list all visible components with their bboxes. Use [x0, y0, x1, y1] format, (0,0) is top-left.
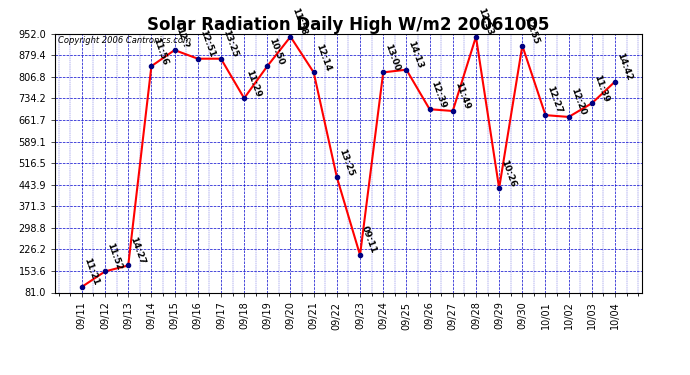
Text: 12:55: 12:55 — [522, 16, 540, 46]
Text: 14:42: 14:42 — [615, 51, 633, 82]
Text: 12:?: 12:? — [175, 27, 190, 50]
Text: 12:51: 12:51 — [198, 29, 216, 59]
Text: 11:52: 11:52 — [105, 242, 124, 272]
Text: Copyright 2006 Cantronics.com: Copyright 2006 Cantronics.com — [58, 36, 191, 45]
Text: 13:00: 13:00 — [383, 43, 402, 72]
Title: Solar Radiation Daily High W/m2 20061005: Solar Radiation Daily High W/m2 20061005 — [147, 16, 550, 34]
Text: 11:49: 11:49 — [453, 81, 471, 111]
Text: 11:39: 11:39 — [592, 73, 610, 103]
Text: 13:25: 13:25 — [337, 147, 355, 177]
Text: 12:20: 12:20 — [569, 87, 587, 117]
Text: 11:21: 11:21 — [82, 257, 100, 287]
Text: 14:27: 14:27 — [128, 235, 146, 266]
Text: 12:27: 12:27 — [546, 85, 564, 115]
Text: 11:29: 11:29 — [244, 68, 262, 98]
Text: 10:26: 10:26 — [499, 158, 518, 188]
Text: 12:53: 12:53 — [476, 7, 494, 37]
Text: 14:13: 14:13 — [406, 40, 424, 70]
Text: 13:25: 13:25 — [221, 29, 239, 59]
Text: 09:11: 09:11 — [360, 225, 378, 255]
Text: 11:58: 11:58 — [290, 7, 308, 37]
Text: 12:14: 12:14 — [314, 42, 332, 72]
Text: 10:50: 10:50 — [267, 36, 286, 66]
Text: 11:56: 11:56 — [151, 36, 170, 66]
Text: 12:39: 12:39 — [430, 79, 448, 109]
